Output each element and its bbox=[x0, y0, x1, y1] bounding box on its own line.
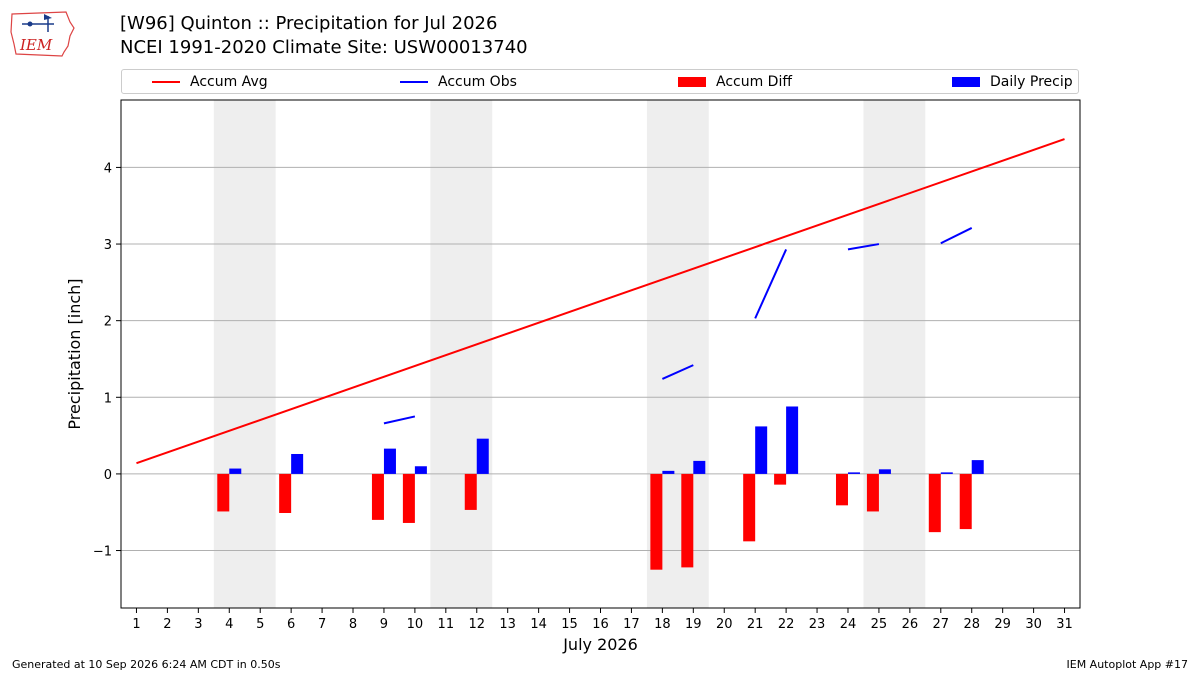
x-tick-label-20: 20 bbox=[716, 617, 733, 632]
legend-label-accum-obs: Accum Obs bbox=[438, 73, 517, 90]
x-tick-label-3: 3 bbox=[194, 617, 202, 632]
accum-diff-bar-10 bbox=[402, 473, 415, 523]
daily-precip-bar-25 bbox=[878, 469, 891, 474]
daily-precip-bar-6 bbox=[291, 453, 304, 474]
chart-legend: Accum Avg Accum Obs Accum Diff Daily Pre… bbox=[121, 69, 1079, 94]
x-tick-label-19: 19 bbox=[685, 617, 702, 632]
x-tick-label-15: 15 bbox=[561, 617, 578, 632]
y-tick-label-4: 3 bbox=[104, 238, 112, 253]
iowa-outline-icon bbox=[10, 11, 75, 57]
accum-diff-bar-18 bbox=[650, 473, 663, 570]
x-tick-label-7: 7 bbox=[318, 617, 326, 632]
legend-item-accum-diff: Accum Diff bbox=[678, 70, 792, 93]
x-tick-label-14: 14 bbox=[530, 617, 547, 632]
y-tick-label-3: 2 bbox=[104, 315, 112, 330]
accum-diff-bar-21 bbox=[743, 473, 756, 542]
accum-diff-bar-6 bbox=[279, 473, 292, 513]
legend-label-accum-avg: Accum Avg bbox=[190, 73, 268, 90]
legend-item-accum-avg: Accum Avg bbox=[152, 70, 268, 93]
accum-diff-bar-9 bbox=[371, 473, 384, 520]
y-tick-label-1: 0 bbox=[104, 468, 112, 483]
accum-obs-segment-1 bbox=[661, 364, 694, 380]
accum-obs-segment-2 bbox=[754, 249, 788, 319]
accum-obs-segment-0 bbox=[383, 415, 416, 425]
x-tick-label-4: 4 bbox=[225, 617, 233, 632]
legend-item-accum-obs: Accum Obs bbox=[400, 70, 517, 93]
x-tick-label-27: 27 bbox=[933, 617, 950, 632]
daily-precip-bar-18 bbox=[662, 470, 675, 474]
x-tick-label-8: 8 bbox=[349, 617, 357, 632]
daily-precip-bar-19 bbox=[693, 460, 706, 474]
x-tick-label-13: 13 bbox=[499, 617, 516, 632]
x-tick-label-28: 28 bbox=[963, 617, 980, 632]
x-tick-label-12: 12 bbox=[468, 617, 485, 632]
x-tick-label-21: 21 bbox=[747, 617, 764, 632]
iem-logo: IEM bbox=[10, 11, 75, 57]
app-credit: IEM Autoplot App #17 bbox=[1066, 658, 1189, 671]
x-tick-label-17: 17 bbox=[623, 617, 640, 632]
plot-frame bbox=[120, 99, 1081, 609]
x-tick-label-11: 11 bbox=[438, 617, 455, 632]
legend-swatch-accum-obs bbox=[400, 80, 428, 83]
x-tick-label-22: 22 bbox=[778, 617, 795, 632]
daily-precip-bar-4 bbox=[229, 468, 242, 474]
accum-obs-segment-4 bbox=[940, 227, 973, 245]
legend-label-daily-precip: Daily Precip bbox=[990, 73, 1073, 90]
chart-title: [W96] Quinton :: Precipitation for Jul 2… bbox=[120, 13, 498, 34]
y-axis-label: Precipitation [inch] bbox=[65, 278, 84, 429]
daily-precip-bar-28 bbox=[971, 460, 984, 474]
x-tick-label-30: 30 bbox=[1025, 617, 1042, 632]
daily-precip-bar-21 bbox=[755, 426, 768, 474]
daily-precip-bar-12 bbox=[476, 438, 489, 474]
daily-precip-bar-24 bbox=[847, 472, 860, 474]
accum-diff-bar-22 bbox=[774, 473, 787, 485]
x-tick-label-16: 16 bbox=[592, 617, 609, 632]
daily-precip-bar-10 bbox=[414, 466, 427, 474]
generated-timestamp: Generated at 10 Sep 2026 6:24 AM CDT in … bbox=[12, 658, 281, 671]
y-tick-label-2: 1 bbox=[104, 391, 112, 406]
weekend-shade-3 bbox=[863, 100, 926, 608]
accum-diff-bar-12 bbox=[464, 473, 477, 510]
x-tick-label-24: 24 bbox=[840, 617, 857, 632]
x-tick-label-25: 25 bbox=[871, 617, 888, 632]
legend-swatch-daily-precip bbox=[952, 76, 980, 87]
accum-diff-bar-28 bbox=[959, 473, 972, 530]
weekend-shade-1 bbox=[430, 100, 493, 608]
x-tick-label-5: 5 bbox=[256, 617, 264, 632]
chart-subtitle: NCEI 1991-2020 Climate Site: USW00013740 bbox=[120, 37, 528, 58]
x-tick-label-26: 26 bbox=[902, 617, 919, 632]
y-tick-label-0: −1 bbox=[93, 545, 112, 560]
x-tick-label-1: 1 bbox=[132, 617, 140, 632]
x-tick-label-23: 23 bbox=[809, 617, 826, 632]
daily-precip-bar-9 bbox=[383, 448, 396, 474]
y-tick-label-5: 4 bbox=[104, 161, 112, 176]
daily-precip-bar-27 bbox=[940, 472, 953, 474]
accum-avg-line bbox=[136, 138, 1065, 465]
x-tick-label-18: 18 bbox=[654, 617, 671, 632]
accum-diff-bar-19 bbox=[681, 473, 694, 568]
accum-diff-bar-24 bbox=[835, 473, 848, 506]
x-axis-label: July 2026 bbox=[562, 635, 638, 654]
legend-swatch-accum-avg bbox=[152, 80, 180, 83]
legend-swatch-accum-diff bbox=[678, 76, 706, 87]
legend-item-daily-precip: Daily Precip bbox=[952, 70, 1073, 93]
x-tick-label-31: 31 bbox=[1056, 617, 1073, 632]
accum-diff-bar-25 bbox=[866, 473, 879, 512]
logo-text: IEM bbox=[19, 36, 53, 54]
x-tick-label-9: 9 bbox=[380, 617, 388, 632]
weekend-shade-0 bbox=[213, 100, 276, 608]
accum-diff-bar-27 bbox=[928, 473, 941, 533]
accum-obs-segment-3 bbox=[847, 243, 880, 251]
x-tick-label-29: 29 bbox=[994, 617, 1011, 632]
daily-precip-bar-22 bbox=[786, 406, 799, 474]
x-tick-label-10: 10 bbox=[407, 617, 424, 632]
legend-label-accum-diff: Accum Diff bbox=[716, 73, 793, 90]
x-tick-label-2: 2 bbox=[163, 617, 171, 632]
x-tick-label-6: 6 bbox=[287, 617, 295, 632]
weekend-shade-2 bbox=[646, 100, 709, 608]
accum-diff-bar-4 bbox=[217, 473, 230, 512]
